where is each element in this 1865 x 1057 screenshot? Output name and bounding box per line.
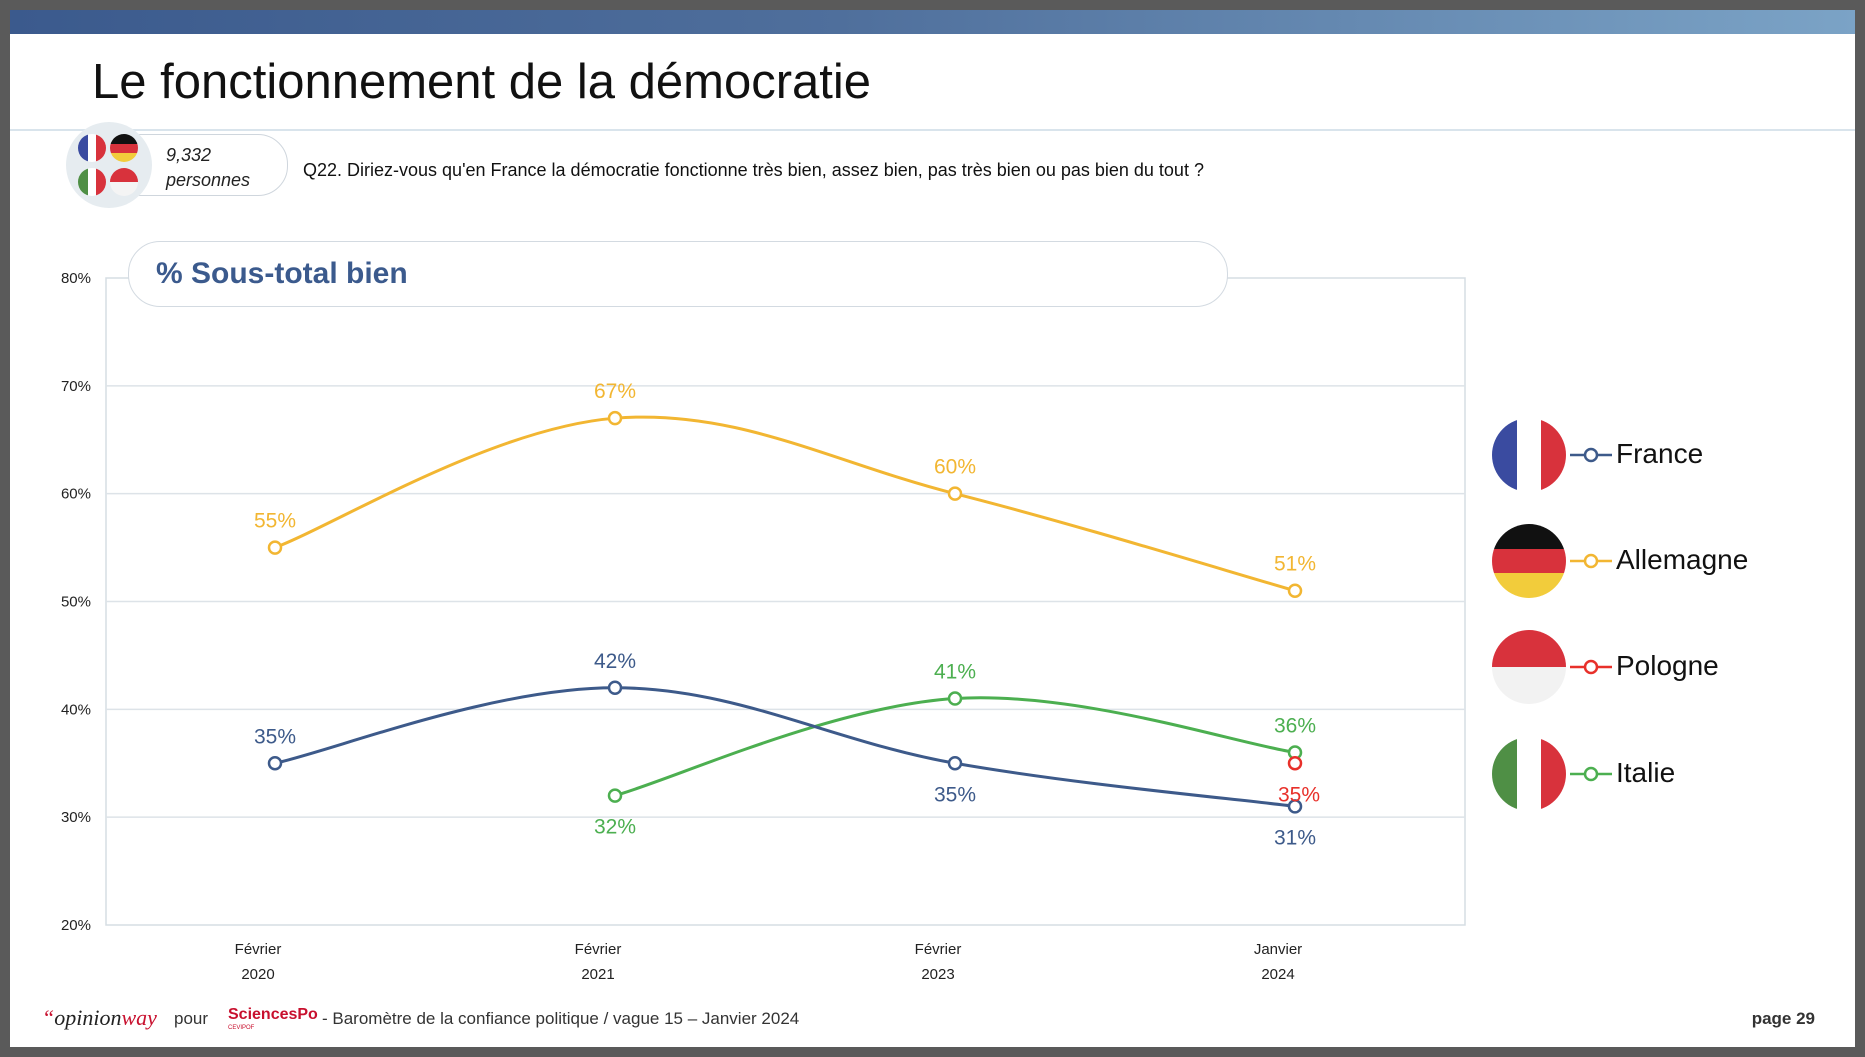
line-chart: 80% 70% 60% 50% 40% 30% 20% Février 2020 Février 2… (61, 270, 1466, 983)
sciencespo-logo: SciencesPo (228, 1006, 318, 1023)
data-label-france: 35% (254, 725, 296, 748)
data-point-france (1287, 799, 1303, 814)
y-tick-label: 60% (61, 486, 91, 503)
poland-flag-icon (110, 168, 138, 196)
legend-item-allemagne: Allemagne (1492, 524, 1812, 604)
data-point-france (607, 680, 623, 696)
data-label-pologne: 35% (1278, 783, 1320, 806)
data-label-france: 42% (594, 650, 636, 673)
data-point-france (267, 756, 283, 771)
x-tick-label-year: 2023 (921, 966, 954, 983)
series-line-allemagne (274, 415, 1296, 593)
data-label-allemagne: 60% (934, 456, 976, 479)
footer-pour: pour (174, 1009, 209, 1028)
data-point-italie (947, 691, 963, 706)
x-tick-label-year: 2020 (241, 966, 274, 983)
legend-marker-allemagne (1570, 551, 1612, 576)
opinionway-logo: “opinionway (42, 1005, 157, 1030)
country-flags-badge (66, 122, 152, 208)
legend-marker-pologne (1570, 657, 1612, 682)
x-tick-label: Février (575, 941, 622, 958)
data-label-italie: 41% (934, 661, 976, 684)
data-label-italie: 32% (594, 816, 636, 839)
germany-flag-icon (1492, 524, 1566, 598)
x-tick-label: Février (235, 941, 282, 958)
y-tick-label: 40% (61, 701, 91, 718)
chart-title-pill (128, 241, 1228, 307)
sciencespo-sub: CEVIPOF (228, 1025, 255, 1031)
chart-series (267, 410, 1303, 814)
series-line-italie (614, 696, 1296, 798)
title-divider (10, 129, 1855, 131)
x-tick-label-year: 2024 (1261, 966, 1294, 983)
italy-flag-icon (1492, 737, 1566, 811)
data-label-allemagne: 51% (1274, 553, 1316, 576)
page-title: Le fonctionnement de la démocratie (92, 55, 872, 109)
legend-label: Allemagne (1616, 544, 1749, 575)
data-point-france (947, 756, 963, 771)
data-point-allemagne (607, 410, 623, 426)
data-point-pologne (1287, 756, 1303, 771)
y-tick-label: 20% (61, 917, 91, 934)
footer-source: - Baromètre de la confiance politique / … (322, 1009, 800, 1028)
y-tick-label: 70% (61, 378, 91, 395)
sample-count: 9,332 (166, 145, 212, 165)
page-number: page 29 (1751, 1009, 1815, 1028)
legend-item-france: France (1492, 418, 1812, 498)
data-label-italie: 36% (1274, 714, 1316, 737)
data-label-allemagne: 55% (254, 510, 296, 533)
data-label-france: 35% (934, 783, 976, 806)
poland-flag-icon (1492, 630, 1566, 704)
x-tick-label: Janvier (1254, 941, 1302, 958)
data-point-allemagne (947, 486, 963, 501)
chart-data-labels: 55% 67% 60% 51% 32% 41% 36% 35% 42% 35% 31% 35% (254, 380, 1320, 849)
france-flag-icon (78, 134, 106, 162)
x-tick-label: Février (915, 941, 962, 958)
chart-axes: 80% 70% 60% 50% 40% 30% 20% Février 2020 Février 2… (61, 270, 1302, 983)
germany-flag-icon (110, 134, 138, 162)
legend-marker-france (1570, 445, 1612, 470)
x-tick-label-year: 2021 (581, 966, 614, 983)
sample-unit: personnes (166, 170, 251, 190)
y-tick-label: 30% (61, 809, 91, 826)
chart-title: % Sous-total bien (156, 257, 408, 290)
data-label-france: 31% (1274, 826, 1316, 849)
italy-flag-icon (78, 168, 106, 196)
question-text: Q22. Diriez-vous qu'en France la démocra… (303, 160, 1204, 180)
sample-size: 9,332 personnes (166, 143, 250, 193)
legend-item-italie: Italie (1492, 737, 1812, 817)
legend-label: France (1616, 438, 1704, 469)
legend-label: Italie (1616, 757, 1676, 788)
slide: Le fonctionnement de la démocratie 9,332… (10, 10, 1855, 1047)
y-tick-label: 80% (61, 270, 91, 287)
chart-grid (105, 277, 1466, 926)
y-tick-label: 50% (61, 594, 91, 611)
data-point-italie (607, 788, 623, 803)
data-point-allemagne (1287, 583, 1303, 598)
data-point-allemagne (267, 540, 283, 555)
legend-item-pologne: Pologne (1492, 630, 1812, 710)
legend-marker-italie (1570, 764, 1612, 789)
data-label-allemagne: 67% (594, 380, 636, 403)
france-flag-icon (1492, 418, 1566, 492)
legend-label: Pologne (1616, 650, 1719, 681)
top-band (10, 10, 1855, 34)
series-line-france (274, 686, 1296, 808)
